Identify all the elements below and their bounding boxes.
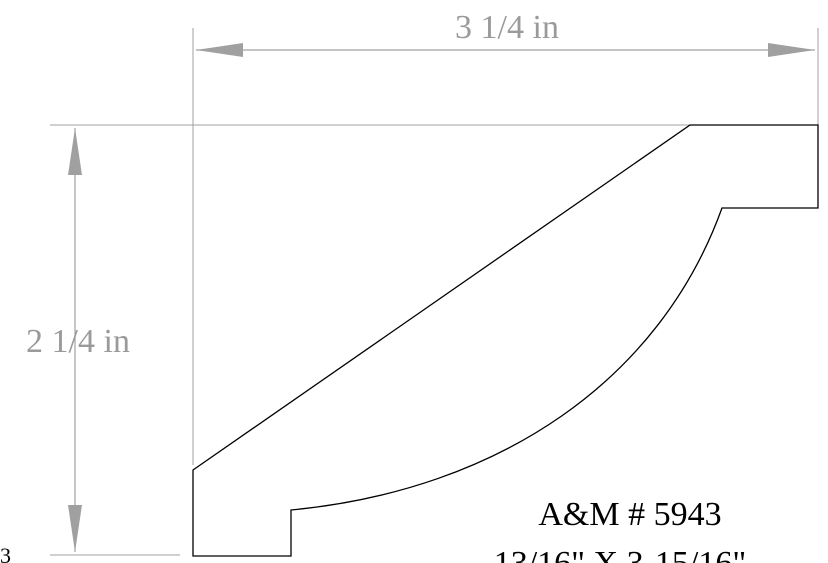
width-arrow-right-icon — [768, 43, 815, 57]
width-dimension-label: 3 1/4 in — [455, 9, 559, 46]
width-arrow-left-icon — [196, 43, 243, 57]
height-dimension-label: 2 1/4 in — [26, 323, 130, 360]
part-size-label: 13/16" X 3-15/16" — [494, 545, 747, 563]
height-arrow-top-icon — [68, 128, 82, 175]
edge-fragment-text: 3 — [0, 543, 11, 563]
height-arrow-bottom-icon — [68, 505, 82, 552]
molding-profile-outline — [192, 124, 819, 557]
part-number-label: A&M # 5943 — [538, 496, 721, 533]
